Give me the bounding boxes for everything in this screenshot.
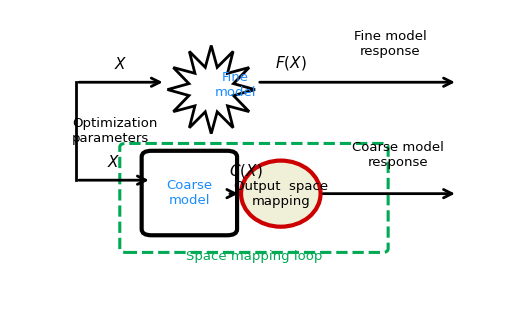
Text: $C(X)$: $C(X)$ bbox=[229, 162, 263, 180]
Text: $X$: $X$ bbox=[107, 154, 121, 170]
Polygon shape bbox=[167, 45, 255, 134]
Text: Space mapping loop: Space mapping loop bbox=[186, 250, 322, 263]
Text: Output  space
mapping: Output space mapping bbox=[234, 180, 328, 208]
Text: $F(X)$: $F(X)$ bbox=[275, 54, 307, 73]
Text: $X$: $X$ bbox=[114, 56, 127, 73]
Text: Optimization
parameters: Optimization parameters bbox=[72, 117, 157, 145]
Text: Coarse model
response: Coarse model response bbox=[352, 141, 444, 169]
Ellipse shape bbox=[241, 161, 321, 227]
Text: Fine model
response: Fine model response bbox=[354, 30, 426, 58]
Text: Fine
model: Fine model bbox=[214, 71, 256, 99]
Text: Coarse
model: Coarse model bbox=[166, 179, 212, 207]
FancyBboxPatch shape bbox=[142, 151, 237, 235]
